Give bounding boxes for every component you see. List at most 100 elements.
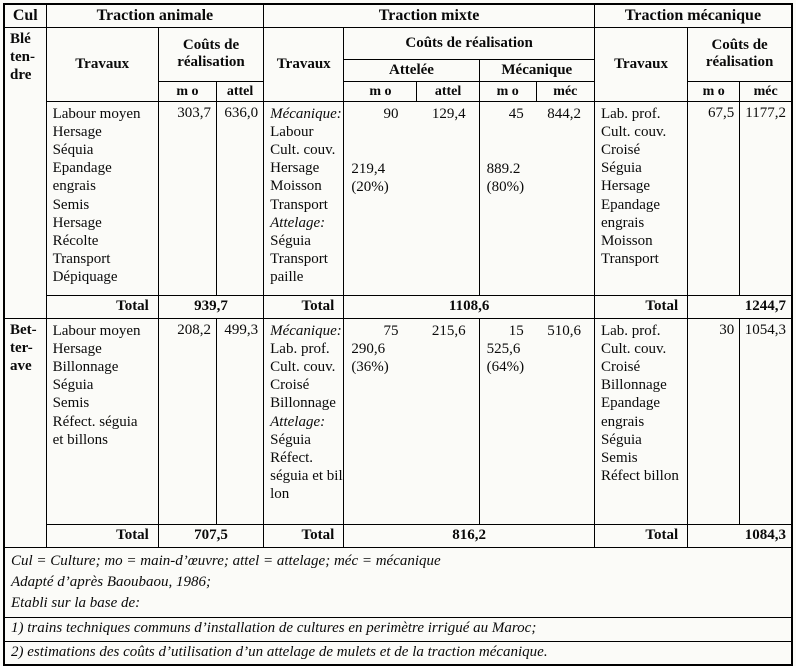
row-label-ble-tendre: Blé ten-dre [3,26,47,319]
ble-mixte-attelee-costs: 90 129,4 219,4 (20%) [343,100,480,296]
text-line: Cult. couv. [600,340,667,357]
betterave-mixte-total-value: 816,2 [343,523,595,548]
unit-header-attel-animale: attel [215,80,265,102]
betterave-animale-total-value: 707,5 [157,523,265,548]
text-line: Epandage [600,196,661,213]
text-line: paille [270,269,304,286]
col-header-couts-animale: Coûts de réalisation [157,26,265,82]
text-line: Hersage [52,123,102,140]
ble-mixte-attelee-pct: (20%) [351,178,389,195]
ble-animale-total-value: 939,7 [157,294,265,319]
traction-costs-table: Cul Traction animale Traction mixte Trac… [3,3,793,666]
text-line: engrais [52,178,96,195]
betterave-mixte-total-label: Total [263,523,345,548]
ble-mixte-attelee-mo: 90 [383,105,399,122]
ble-mixte-mecanique-costs: 45 844,2 889.2 (80%) [478,100,595,296]
ble-mixte-mecanique-pct: (80%) [486,178,525,195]
betterave-mixte-mecanique-pct: (64%) [486,358,525,375]
text-line: Séquia [52,141,94,158]
text-line: Transport [600,251,659,268]
unit-header-mo-mecanique: m o [478,80,537,102]
cost-pair: 45 844,2 [480,105,593,123]
ble-tmec-total-value: 1244,7 [687,294,793,319]
text-line: séguia et bil- [270,468,344,485]
footnotes-row-1: Cul = Culture; mo = main-d’œuvre; attel … [3,546,793,618]
text-line: Hersage [600,178,651,195]
text-line: Billonnage [270,395,336,412]
ble-mixte-works: Mécanique: Labour Cult. couv. Hersage Moisso… [263,100,345,296]
text-line: Attelage: [270,413,326,430]
betterave-tmec-total-value: 1084,3 [687,523,793,548]
ble-animale-total-label: Total [45,294,159,319]
col-header-couts-mixte: Coûts de réalisation [343,26,595,60]
section-header-traction-animale: Traction animale [45,3,265,28]
text-line: Transport [270,196,328,213]
col-header-travaux-mecanique: Travaux [593,26,689,102]
text-line: et billons [52,431,109,448]
ble-animale-works: Labour moyen Hersage Séquia Epandage engrais… [45,100,159,296]
text-line: Bet- [10,321,37,338]
text-line: Lab. prof. [600,322,661,339]
text-line: Moisson [600,232,653,249]
ble-mixte-mecanique-mo: 45 [508,105,524,122]
footnote-legend: Cul = Culture; mo = main-d’œuvre; attel … [11,552,441,569]
text-line: engrais [600,413,645,430]
betterave-mixte-attelee-costs: 75 215,6 290,6 (36%) [343,317,480,525]
col-header-travaux-mixte: Travaux [263,26,345,102]
footnote-basis-intro: Etabli sur la base de: [11,594,141,611]
row-label-betterave: Bet-ter-ave [3,317,47,548]
text-line: Transport [270,251,328,268]
text-line: Lab. prof. [270,340,330,357]
text-line: Récolte [52,232,99,249]
betterave-mixte-attelee-pct: (36%) [351,358,389,375]
col-header-cul: Cul [3,3,47,28]
text-line: Croisé [270,377,310,394]
betterave-mixte-mecanique-costs: 15 510,6 525,6 (64%) [478,317,595,525]
text-line: ave [10,357,32,374]
betterave-mixte-attelee-subtotal: 290,6 [351,340,386,357]
betterave-tmec-total-label: Total [593,523,689,548]
ble-mixte-total-value: 1108,6 [343,294,595,319]
ble-tmec-cost-mo: 67,5 [687,100,741,296]
text-line: Labour moyen [52,105,141,122]
text-line: lon [270,486,290,503]
unit-header-mo-animale: m o [157,80,218,102]
text-line: Hersage [270,160,320,177]
footnote-basis-1: 1) trains techniques communs d’installat… [3,616,793,642]
betterave-animale-cost-attel: 499,3 [215,317,265,525]
ble-mixte-mecanique-mec: 844,2 [547,105,581,122]
text-line: Cult. couv. [270,358,336,375]
betterave-tmec-cost-mo: 30 [687,317,741,525]
header-row-sections: Cul Traction animale Traction mixte Trac… [3,3,793,28]
footnotes-block: Cul = Culture; mo = main-d’œuvre; attel … [3,546,793,618]
text-line: Croisé [600,141,641,158]
text-line: Epandage [52,160,112,177]
text-line: Hersage [52,214,102,231]
ble-mixte-mecanique-subtotal: 889.2 [486,160,521,177]
text-line: Réfect. [270,449,314,466]
betterave-mixte-mecanique-subtotal: 525,6 [486,340,521,357]
betterave-mixte-attelee-mo: 75 [383,322,399,339]
text-line: Dépiquage [52,269,118,286]
text-line: Billonnage [52,358,119,375]
text-line: Moisson [270,178,322,195]
betterave-tmec-cost-mec: 1054,3 [739,317,793,525]
cost-pair: 90 129,4 [345,105,478,123]
betterave-total-row: Total 707,5 Total 816,2 Total 1084,3 [4,523,793,548]
cost-pair: 75 215,6 [345,322,478,340]
ble-mixte-attelee-subtotal: 219,4 [351,160,386,177]
ble-animale-cost-mo: 303,7 [157,100,218,296]
header-row-groups: Blé ten-dre Travaux Coûts de réalisation … [3,26,793,319]
footnotes-row-3: 2) estimations des coûts d’utilisation d… [3,640,793,666]
ble-total-row: Total 939,7 Total 1108,6 Total 1244,7 [4,294,793,319]
text-line: Epandage [600,395,661,412]
text-line: Séguia [270,232,311,249]
betterave-animale-cost-mo: 208,2 [157,317,218,525]
text-line: Séguia [270,431,311,448]
text-line: Lab. prof. [600,105,661,122]
text-line: Cult. couv. [270,141,336,158]
col-header-couts-mecanique: Coûts de réalisation [687,26,793,82]
ble-tmec-works: Lab. prof. Cult. couv. Croisé Séguia Hersage… [593,100,689,296]
betterave-mixte-mecanique-mec: 510,6 [547,322,581,339]
